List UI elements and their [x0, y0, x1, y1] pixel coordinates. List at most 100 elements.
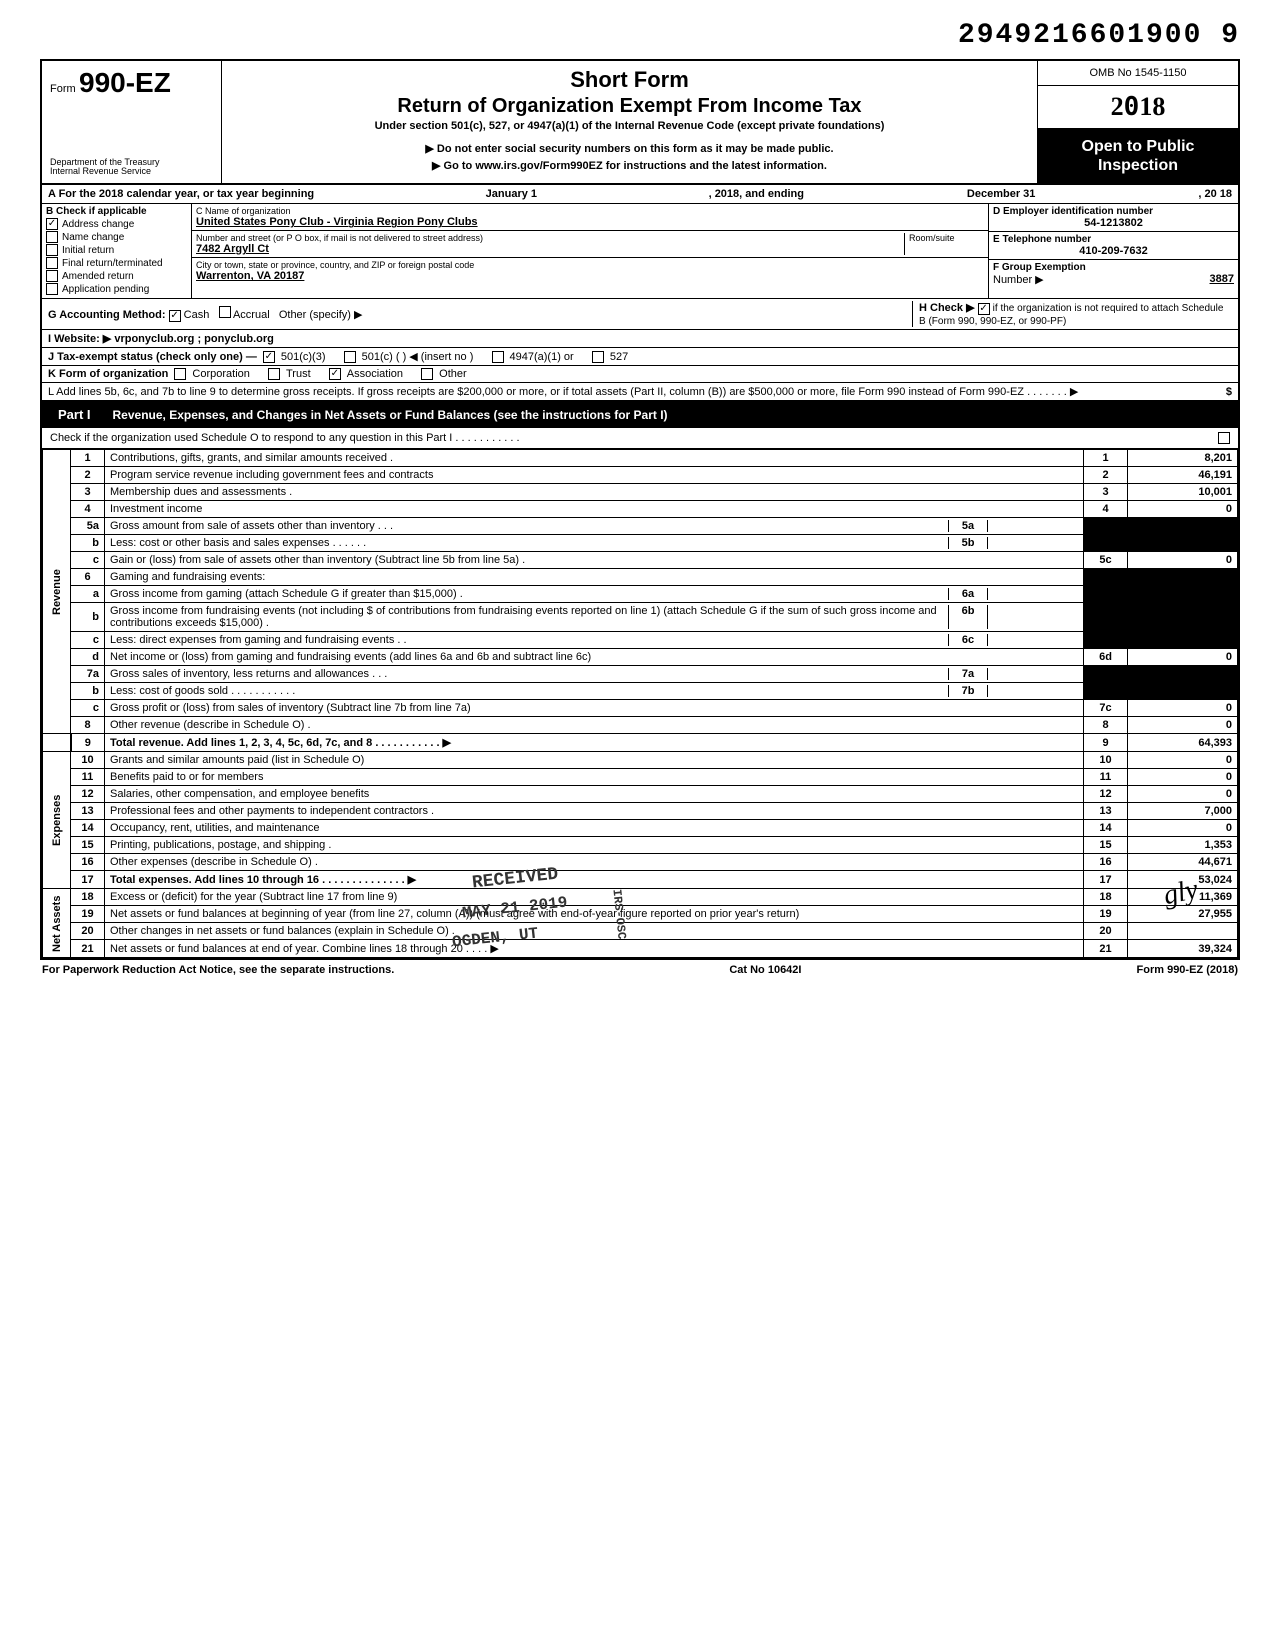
- line-16-desc: Other expenses (describe in Schedule O) …: [105, 854, 1084, 871]
- line-6a-no: a: [71, 586, 105, 603]
- line-1-desc: Contributions, gifts, grants, and simila…: [105, 450, 1084, 467]
- period-year: , 20 18: [1198, 188, 1232, 200]
- line-6c-no: c: [71, 632, 105, 649]
- footer-left: For Paperwork Reduction Act Notice, see …: [42, 964, 394, 976]
- line-13-val: 7,000: [1128, 803, 1238, 820]
- line-5b-desc: Less: cost or other basis and sales expe…: [105, 535, 1084, 552]
- chk-name-change[interactable]: [46, 231, 58, 243]
- period-end: December 31: [804, 188, 1198, 200]
- chk-schedule-b[interactable]: ✓: [978, 303, 990, 315]
- form-prefix: Form: [50, 83, 76, 95]
- line-19-no: 19: [71, 906, 105, 923]
- chk-cash[interactable]: ✓: [169, 310, 181, 322]
- line-2-val: 46,191: [1128, 467, 1238, 484]
- line-14-desc: Occupancy, rent, utilities, and maintena…: [105, 820, 1084, 837]
- dept-irs: Internal Revenue Service: [50, 167, 213, 177]
- line-4-col: 4: [1084, 501, 1128, 518]
- shaded-7: [1084, 666, 1128, 700]
- line-4-val: 0: [1128, 501, 1238, 518]
- title-short-form: Short Form: [232, 67, 1027, 93]
- form-header: Form 990-EZ Department of the Treasury I…: [42, 61, 1238, 185]
- chk-corporation[interactable]: [174, 368, 186, 380]
- line-6b-no: b: [71, 603, 105, 632]
- chk-initial-return[interactable]: [46, 244, 58, 256]
- line-19-desc: Net assets or fund balances at beginning…: [105, 906, 1084, 923]
- line-3-val: 10,001: [1128, 484, 1238, 501]
- line-15-val: 1,353: [1128, 837, 1238, 854]
- chk-other-org[interactable]: [421, 368, 433, 380]
- c-city-label: City or town, state or province, country…: [196, 260, 984, 270]
- part1-title: Revenue, Expenses, and Changes in Net As…: [113, 408, 668, 422]
- chk-address-change[interactable]: ✓: [46, 218, 58, 230]
- chk-application-pending[interactable]: [46, 283, 58, 295]
- line-7a-no: 7a: [71, 666, 105, 683]
- chk-amended-return[interactable]: [46, 270, 58, 282]
- line-3-no: 3: [71, 484, 105, 501]
- telephone: 410-209-7632: [993, 245, 1234, 257]
- chk-trust[interactable]: [268, 368, 280, 380]
- line-9-no: 9: [71, 734, 105, 752]
- line-6d-desc: Net income or (loss) from gaming and fun…: [105, 649, 1084, 666]
- chk-schedule-o[interactable]: [1218, 432, 1230, 444]
- line-21-col: 21: [1084, 940, 1128, 958]
- line-20-val: [1128, 923, 1238, 940]
- e-label: E Telephone number: [993, 234, 1234, 245]
- h-label: H Check ▶: [919, 302, 975, 314]
- chk-501c3[interactable]: ✓: [263, 351, 275, 363]
- form-990ez: Form 990-EZ Department of the Treasury I…: [40, 59, 1240, 960]
- lbl-final-return: Final return/terminated: [62, 258, 163, 269]
- line-14-col: 14: [1084, 820, 1128, 837]
- lbl-other-org: Other: [439, 368, 467, 380]
- j-label: J Tax-exempt status (check only one) —: [48, 351, 257, 363]
- line-7a-desc: Gross sales of inventory, less returns a…: [105, 666, 1084, 683]
- lbl-association: Association: [347, 368, 403, 380]
- chk-association[interactable]: ✓: [329, 368, 341, 380]
- lbl-other-method: Other (specify) ▶: [279, 309, 363, 321]
- chk-527[interactable]: [592, 351, 604, 363]
- side-revenue: Revenue: [43, 450, 71, 734]
- line-6c-desc: Less: direct expenses from gaming and fu…: [105, 632, 1084, 649]
- line-2-col: 2: [1084, 467, 1128, 484]
- side-net-assets: Net Assets: [43, 889, 71, 958]
- shaded-6: [1084, 569, 1128, 649]
- line-7c-no: c: [71, 700, 105, 717]
- line-14-no: 14: [71, 820, 105, 837]
- l-text: L Add lines 5b, 6c, and 7b to line 9 to …: [48, 385, 1078, 398]
- line-18-no: 18: [71, 889, 105, 906]
- lbl-trust: Trust: [286, 368, 311, 380]
- org-address: 7482 Argyll Ct: [196, 243, 904, 255]
- line-1-col: 1: [1084, 450, 1128, 467]
- group-exemption: 3887: [1210, 273, 1234, 286]
- i-label: I Website: ▶: [48, 333, 111, 345]
- part1-header: Part I Revenue, Expenses, and Changes in…: [42, 401, 1238, 428]
- row-g-h: G Accounting Method: ✓ Cash Accrual Othe…: [42, 299, 1238, 330]
- website: vrponyclub.org ; ponyclub.org: [114, 333, 274, 345]
- line-1-no: 1: [71, 450, 105, 467]
- line-9-col: 9: [1084, 734, 1128, 752]
- f-label2: Number ▶: [993, 273, 1044, 286]
- lbl-name-change: Name change: [62, 232, 124, 243]
- line-11-desc: Benefits paid to or for members: [105, 769, 1084, 786]
- lbl-501c: 501(c) ( ) ◀ (insert no ): [362, 350, 474, 363]
- period-begin: January 1: [314, 188, 708, 200]
- line-12-val: 0: [1128, 786, 1238, 803]
- period-mid: , 2018, and ending: [709, 188, 804, 200]
- line-17-col: 17: [1084, 871, 1128, 889]
- line-6d-val: 0: [1128, 649, 1238, 666]
- chk-501c[interactable]: [344, 351, 356, 363]
- line-3-desc: Membership dues and assessments .: [105, 484, 1084, 501]
- l-dollar: $: [1226, 386, 1232, 398]
- line-4-no: 4: [71, 501, 105, 518]
- chk-4947[interactable]: [492, 351, 504, 363]
- line-8-no: 8: [71, 717, 105, 734]
- line-15-col: 15: [1084, 837, 1128, 854]
- line-7c-col: 7c: [1084, 700, 1128, 717]
- org-city: Warrenton, VA 20187: [196, 270, 984, 282]
- line-11-no: 11: [71, 769, 105, 786]
- line-6-no: 6: [71, 569, 105, 586]
- chk-accrual[interactable]: [219, 306, 231, 318]
- lbl-amended-return: Amended return: [62, 271, 134, 282]
- subtitle: Under section 501(c), 527, or 4947(a)(1)…: [232, 120, 1027, 132]
- line-11-col: 11: [1084, 769, 1128, 786]
- chk-final-return[interactable]: [46, 257, 58, 269]
